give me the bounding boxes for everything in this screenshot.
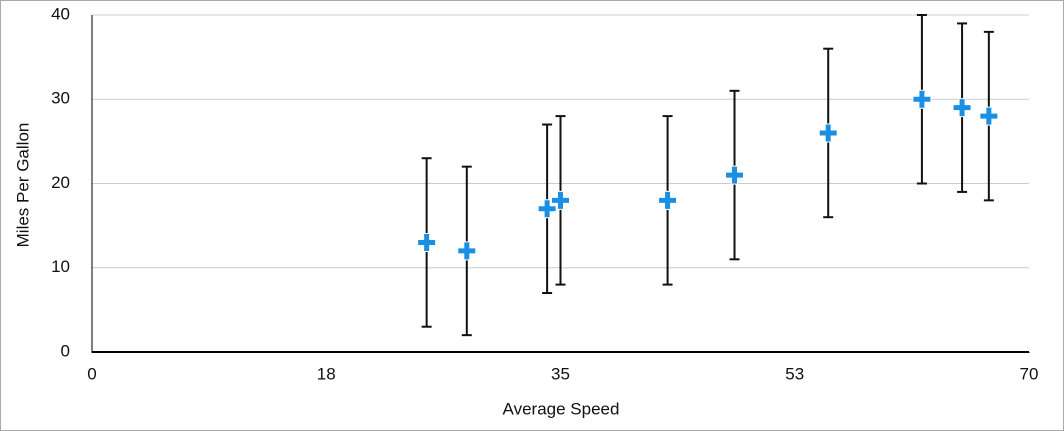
x-axis-title: Average Speed: [503, 399, 620, 418]
x-tick-label: 18: [317, 364, 336, 383]
x-tick-label: 53: [785, 364, 804, 383]
point: [979, 106, 999, 126]
y-tick-label: 10: [51, 257, 70, 276]
x-tick-label: 35: [551, 364, 570, 383]
y-tick-label: 0: [61, 341, 70, 360]
y-axis-title: Miles Per Gallon: [13, 123, 32, 248]
y-tick-label: 30: [51, 89, 70, 108]
point: [912, 89, 932, 109]
point: [725, 165, 745, 185]
point: [417, 232, 437, 252]
point: [818, 123, 838, 143]
x-tick-label: 70: [1020, 364, 1039, 383]
point: [952, 98, 972, 118]
y-tick-label: 40: [51, 4, 70, 23]
y-tick-label: 20: [51, 173, 70, 192]
point: [537, 199, 557, 219]
point: [457, 241, 477, 261]
x-tick-label: 0: [87, 364, 96, 383]
point: [658, 190, 678, 210]
point: [551, 190, 570, 210]
